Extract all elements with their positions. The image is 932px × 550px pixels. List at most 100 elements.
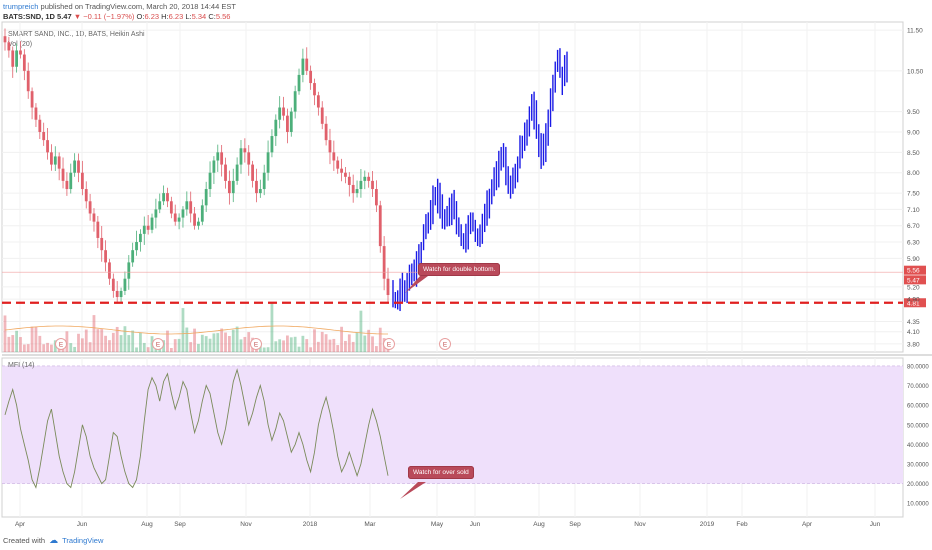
chart-grid [1,21,932,518]
candle-body [3,36,7,43]
candle-body [355,189,359,194]
mfi-tick-label: 70.0000 [907,384,929,390]
volume-bar [177,338,181,352]
volume-bar [173,339,177,352]
time-tick-label: Jun [470,521,481,528]
volume-bar [135,347,138,352]
volume-bar [131,330,135,352]
candle-body [177,217,181,222]
candle-body [347,176,351,185]
candle-body [139,233,142,243]
price-tick-label: 6.70 [907,223,920,230]
time-tick-label: Sep [174,521,186,528]
volume-bar [73,346,77,352]
over-sold-pointer [400,482,426,499]
author-link[interactable]: trumpreich [3,2,39,11]
close-label: C: [208,12,216,21]
candle-body [270,136,274,153]
time-tick-label: Mar [364,521,376,528]
volume-bar [305,339,309,352]
candle-body [332,152,336,161]
mfi-tick-label: 30.0000 [907,462,929,468]
volume-bar [227,336,231,352]
low-value: 5.34 [191,12,207,21]
candle-body [216,152,220,161]
earnings-marker [439,338,451,350]
candle-body [15,50,19,67]
candle-body [374,189,378,206]
candle-body [289,111,293,132]
open-value: 6.23 [144,12,160,21]
price-tick-label: 5.20 [907,284,920,291]
volume-bar [139,332,142,352]
price-tick-label: 8.00 [907,170,920,177]
volume-bar [53,340,57,352]
candle-body [351,184,355,194]
volume-bar [351,341,355,352]
candle-body [80,172,84,190]
candle-body [146,225,150,230]
candle-body [224,164,227,181]
candle-body [96,221,100,238]
volume-bar [185,327,189,352]
time-tick-label: Jun [870,521,881,528]
candle-body [119,290,123,298]
earnings-marker [152,338,164,350]
volume-bar [50,344,53,352]
volume-bar [100,329,104,352]
price-badge [904,275,926,285]
candle-body [324,123,328,141]
volume-bar [77,333,80,352]
volume-bar [88,342,92,352]
price-badge-label: 5.47 [907,277,920,284]
volume-bar [270,303,274,352]
candle-body [266,152,270,173]
price-tick-label: 10.50 [907,68,924,75]
candle-body [77,160,80,173]
volume-bar [247,332,251,352]
volume-bar [108,340,111,352]
volume-bar [92,315,96,352]
volume-bar [19,337,22,352]
over-sold-callout[interactable]: Watch for over sold [408,466,474,479]
volume-bar [197,343,200,352]
low-label: L: [185,12,192,21]
mfi-tick-label: 80.0000 [907,364,929,370]
double-bottom-callout[interactable]: Watch for double bottom. [418,263,501,276]
volume-ma-line [4,325,388,335]
volume-bar [220,328,224,352]
candle-body [382,246,386,279]
candle-body [258,189,262,194]
chart-header: trumpreich published on TradingView.com,… [3,2,236,22]
candle-body [22,54,26,71]
candle-body [104,250,107,263]
volume-bar [293,336,297,352]
symbol-label: BATS:SND, 1D [3,12,55,21]
tradingview-brand[interactable]: TradingView [62,536,104,545]
volume-bar [235,326,239,352]
volume-bar [266,347,270,352]
volume-bar [359,310,363,352]
earnings-marker [55,338,67,350]
volume-bar [30,326,34,352]
volume-bar [65,331,69,352]
volume-bar [297,346,301,352]
candle-body [243,148,247,153]
volume-bar [231,329,235,352]
volume-bar [289,337,293,352]
volume-bar [115,326,119,352]
volume-bar [119,335,123,352]
candle-body [73,160,77,173]
footer: Created with ☁ TradingView [3,535,103,546]
volume-bar [239,339,243,352]
candle-body [142,225,146,234]
candle-body [297,74,301,92]
candle-body [313,83,316,96]
volume-bar [243,336,247,352]
candle-body [189,201,193,214]
earnings-marker [383,338,395,350]
candle-body [193,213,196,226]
candle-body [305,58,309,71]
volume-bar [104,335,107,352]
